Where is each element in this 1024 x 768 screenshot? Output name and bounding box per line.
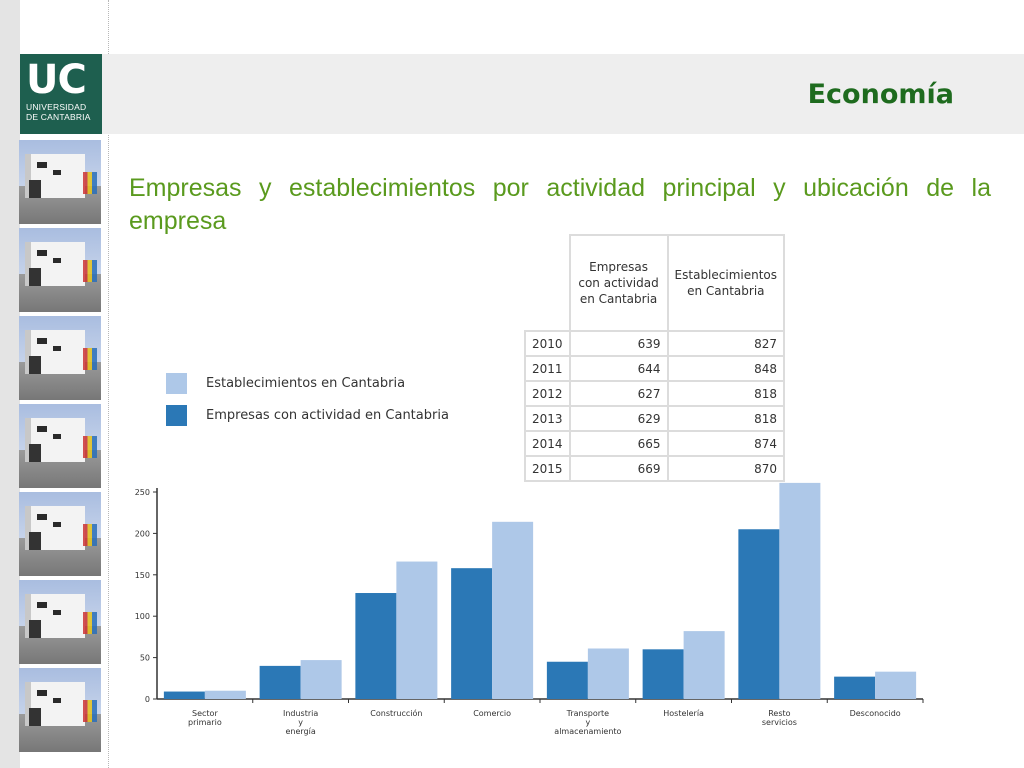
bar-establecimientos (875, 671, 917, 699)
table-row: 2012 627 818 (524, 380, 786, 407)
x-category-label: Hostelería (663, 709, 704, 718)
table-year: 2015 (524, 455, 571, 482)
y-tick-label: 0 (145, 695, 150, 704)
table-year: 2014 (524, 430, 571, 457)
table-establecimientos: 874 (666, 430, 786, 457)
header-band (102, 54, 1024, 134)
bar-empresas (355, 593, 397, 699)
bar-empresas (738, 529, 780, 699)
y-tick-label: 50 (140, 654, 150, 663)
bar-establecimientos (396, 561, 438, 699)
x-category-label: Sector (192, 709, 218, 718)
y-tick-label: 250 (135, 488, 150, 497)
bar-establecimientos (683, 631, 725, 699)
dotted-divider (108, 0, 109, 768)
legend-item-empresas: Empresas con actividad en Cantabria (166, 399, 449, 431)
y-tick-label: 100 (135, 612, 150, 621)
bar-establecimientos (204, 690, 246, 699)
y-tick-label: 150 (135, 571, 150, 580)
legend-item-establecimientos: Establecimientos en Cantabria (166, 367, 449, 399)
bar-empresas (451, 568, 493, 699)
table-establecimientos: 870 (666, 455, 786, 482)
building-photo (19, 228, 101, 312)
table-year: 2011 (524, 355, 571, 382)
x-category-label: Industria (283, 709, 318, 718)
x-category-label: Transporte (566, 709, 610, 718)
bar-empresas (259, 665, 301, 699)
building-photo-strip (19, 140, 101, 756)
bar-empresas (834, 676, 876, 699)
table-header-empresas: Empresas con actividad en Cantabria (568, 234, 669, 332)
table-year: 2010 (524, 330, 571, 357)
table-year: 2012 (524, 380, 571, 407)
building-photo (19, 668, 101, 752)
legend-swatch-dark (166, 404, 187, 426)
chart-legend: Establecimientos en Cantabria Empresas c… (166, 367, 449, 431)
building-photo (19, 580, 101, 664)
table-row: 2011 644 848 (524, 355, 786, 382)
table-header-row: Empresas con actividad en Cantabria Esta… (525, 234, 786, 332)
table-establecimientos: 818 (666, 380, 786, 407)
bar-empresas (163, 691, 205, 699)
table-empresas: 669 (568, 455, 669, 482)
table-empresas: 627 (568, 380, 669, 407)
table-empresas: 644 (568, 355, 669, 382)
table-header-establecimientos: Establecimientos en Cantabria (666, 234, 786, 332)
x-category-label: almacenamiento (554, 727, 621, 736)
y-tick-label: 200 (135, 529, 150, 538)
table-establecimientos: 827 (666, 330, 786, 357)
building-photo (19, 492, 101, 576)
section-title: Economía (807, 79, 954, 110)
x-category-label: y (586, 718, 591, 727)
bar-empresas (546, 661, 588, 699)
table-establecimientos: 818 (666, 405, 786, 432)
slide-subtitle: Empresas y establecimientos por activida… (129, 174, 991, 235)
table-row: 2010 639 827 (524, 330, 786, 357)
x-category-label: energía (285, 727, 315, 736)
table-row: 2015 669 870 (524, 455, 786, 482)
building-photo (19, 316, 101, 400)
bar-establecimientos (779, 482, 821, 699)
table-corner (525, 235, 571, 332)
x-category-label: Desconocido (850, 709, 901, 718)
bar-chart: 050100150200250SectorprimarioIndustriaye… (135, 482, 924, 736)
bar-establecimientos (300, 660, 342, 699)
table-year: 2013 (524, 405, 571, 432)
x-category-label: y (298, 718, 303, 727)
building-photo (19, 404, 101, 488)
building-photo (19, 140, 101, 224)
x-category-label: Comercio (473, 709, 511, 718)
x-category-label: primario (188, 718, 222, 727)
table-establecimientos: 848 (666, 355, 786, 382)
left-strip (0, 0, 20, 768)
logo-initials: UC (26, 57, 87, 103)
yearly-table: Empresas con actividad en Cantabria Esta… (524, 234, 786, 482)
table-empresas: 629 (568, 405, 669, 432)
legend-label-empresas: Empresas con actividad en Cantabria (206, 407, 449, 423)
bar-empresas (642, 649, 684, 699)
table-empresas: 639 (568, 330, 669, 357)
x-category-label: servicios (762, 718, 797, 727)
logo-line-2: DE CANTABRIA (26, 112, 91, 122)
table-row: 2013 629 818 (524, 405, 786, 432)
legend-swatch-light (166, 372, 187, 394)
legend-label-establecimientos: Establecimientos en Cantabria (206, 375, 406, 391)
bar-establecimientos (492, 521, 534, 699)
x-category-label: Resto (768, 709, 790, 718)
table-row: 2014 665 874 (524, 430, 786, 457)
university-logo: UC UNIVERSIDAD DE CANTABRIA (20, 54, 102, 134)
bar-establecimientos (587, 648, 629, 699)
x-category-label: Construcción (370, 708, 422, 718)
logo-line-1: UNIVERSIDAD (26, 102, 87, 112)
table-empresas: 665 (568, 430, 669, 457)
